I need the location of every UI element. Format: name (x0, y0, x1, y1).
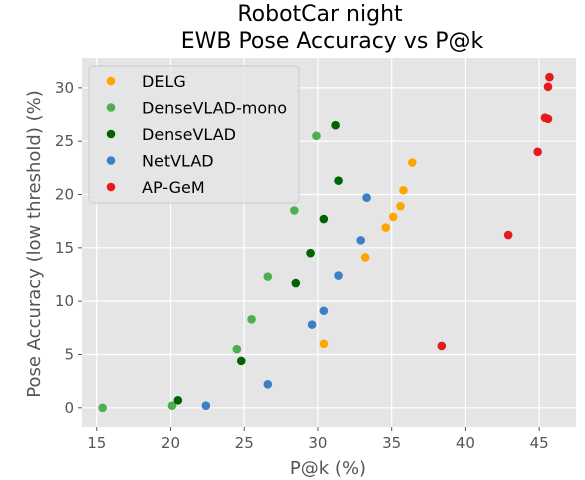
x-tick-label: 25 (235, 434, 254, 452)
point-ap-gem (543, 82, 553, 92)
point-densevlad-mono (98, 403, 107, 413)
chart-subtitle: EWB Pose Accuracy vs P@k (181, 29, 484, 54)
legend-label: AP-GeM (142, 178, 205, 197)
x-axis-ticks: 15 20 25 30 35 40 45 (87, 427, 549, 452)
point-densevlad-mono (312, 131, 321, 141)
y-tick-label: 15 (55, 239, 74, 257)
x-tick-label: 20 (161, 434, 180, 452)
y-tick-label: 25 (55, 132, 74, 150)
y-tick-label: 20 (55, 186, 74, 204)
point-densevlad-mono (247, 314, 256, 324)
point-netvlad (307, 320, 317, 329)
point-densevlad (236, 356, 246, 366)
point-ap-gem (503, 230, 513, 240)
point-delg (381, 223, 391, 232)
point-densevlad (306, 248, 315, 258)
point-netvlad (263, 380, 273, 389)
point-ap-gem (437, 341, 447, 351)
point-densevlad-mono (232, 344, 242, 354)
point-densevlad (173, 396, 183, 405)
point-delg (408, 158, 417, 167)
legend-box (88, 65, 300, 204)
legend-label: DenseVLAD (142, 125, 236, 144)
y-tick-label: 30 (55, 79, 74, 97)
legend: DELG DenseVLAD-mono DenseVLAD NetVLAD AP-GeM (88, 65, 300, 204)
x-tick-label: 45 (530, 434, 549, 452)
legend-marker (106, 182, 116, 192)
point-densevlad-mono (290, 206, 299, 215)
point-ap-gem (545, 72, 554, 82)
chart-title: RobotCar night (237, 2, 403, 27)
point-netvlad (201, 401, 211, 410)
legend-label: DenseVLAD-mono (142, 99, 287, 118)
x-axis-label: P@k (%) (290, 458, 366, 479)
point-netvlad (334, 271, 343, 280)
legend-marker (106, 129, 116, 139)
y-tick-label: 5 (64, 345, 74, 363)
x-tick-label: 40 (456, 434, 475, 452)
x-tick-label: 15 (87, 434, 106, 452)
data-points (98, 72, 554, 413)
x-tick-label: 35 (382, 434, 401, 452)
point-netvlad (362, 193, 371, 203)
legend-marker (106, 76, 116, 86)
legend-label: DELG (142, 72, 186, 91)
legend-marker (106, 103, 116, 112)
point-delg (396, 201, 405, 211)
y-tick-label: 0 (64, 399, 74, 417)
point-densevlad (331, 120, 340, 130)
point-densevlad-mono (263, 272, 273, 281)
y-tick-label: 10 (55, 292, 74, 310)
y-axis-ticks: 0 5 10 15 20 25 30 (55, 79, 82, 417)
y-axis-label: Pose Accuracy (low threshold) (%) (24, 90, 45, 397)
point-densevlad (291, 278, 301, 288)
point-netvlad (356, 236, 366, 245)
point-delg (388, 212, 398, 222)
point-densevlad (334, 176, 343, 185)
point-densevlad (319, 214, 329, 224)
point-densevlad-mono (167, 401, 177, 410)
legend-marker (106, 156, 116, 165)
point-ap-gem (533, 147, 542, 157)
point-delg (319, 339, 329, 349)
point-delg (360, 253, 370, 262)
x-tick-label: 30 (308, 434, 327, 452)
point-ap-gem (543, 114, 553, 124)
point-delg (399, 185, 408, 195)
point-netvlad (319, 306, 329, 316)
legend-label: NetVLAD (142, 152, 214, 171)
